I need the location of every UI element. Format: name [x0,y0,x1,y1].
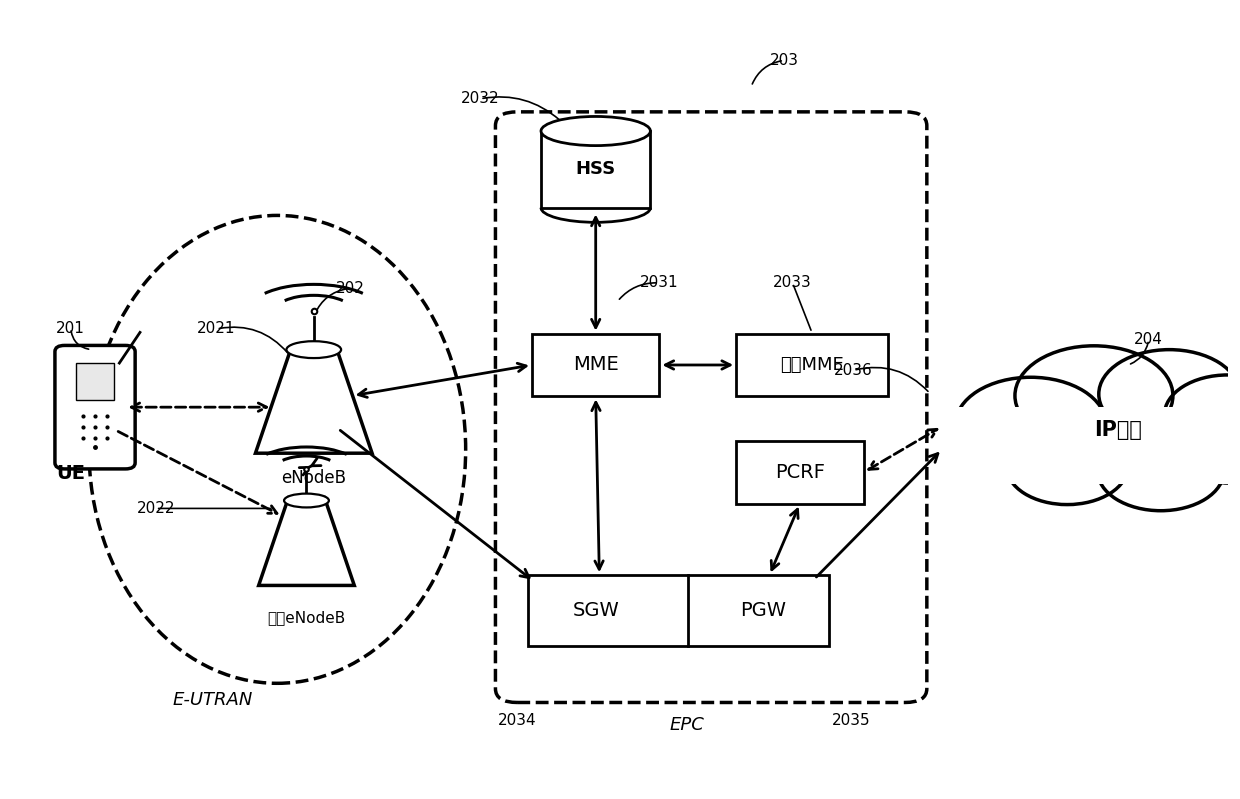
FancyBboxPatch shape [496,112,926,702]
Text: 2035: 2035 [832,713,870,728]
Text: UE: UE [56,464,86,483]
Text: 204: 204 [1135,332,1163,348]
Text: 2021: 2021 [197,321,236,336]
FancyBboxPatch shape [949,407,1240,484]
Circle shape [955,377,1106,472]
Circle shape [1099,350,1240,439]
Text: 2022: 2022 [136,501,175,516]
Text: PCRF: PCRF [775,463,825,482]
Text: SGW: SGW [573,601,619,620]
Text: 2032: 2032 [461,91,500,106]
FancyBboxPatch shape [528,575,830,646]
Text: E-UTRAN: E-UTRAN [172,691,253,710]
Text: eNodeB: eNodeB [281,469,346,487]
FancyBboxPatch shape [76,363,114,400]
Circle shape [1014,346,1173,446]
Ellipse shape [284,494,329,507]
Text: HSS: HSS [575,161,616,178]
Text: MME: MME [573,356,619,375]
Polygon shape [255,346,372,453]
Text: 其它MME: 其它MME [780,356,844,374]
FancyBboxPatch shape [55,345,135,469]
Ellipse shape [89,216,466,683]
Ellipse shape [286,341,341,358]
Circle shape [1179,419,1240,483]
Text: 其它eNodeB: 其它eNodeB [268,610,346,626]
Circle shape [1007,428,1128,505]
FancyBboxPatch shape [532,333,660,396]
Circle shape [1164,375,1240,455]
Text: 2034: 2034 [497,713,536,728]
Text: 201: 201 [56,320,86,336]
FancyBboxPatch shape [737,333,888,396]
Text: 2033: 2033 [774,276,812,290]
Text: 202: 202 [336,280,365,296]
Circle shape [1097,431,1224,511]
Ellipse shape [541,117,650,145]
Text: 203: 203 [770,53,799,68]
Text: IP业务: IP业务 [1094,420,1142,440]
Text: 2031: 2031 [640,276,678,290]
Text: PGW: PGW [740,601,786,620]
Text: 2036: 2036 [835,363,873,378]
FancyBboxPatch shape [541,131,650,208]
Polygon shape [259,497,355,586]
Text: EPC: EPC [670,717,704,734]
FancyBboxPatch shape [737,441,863,504]
